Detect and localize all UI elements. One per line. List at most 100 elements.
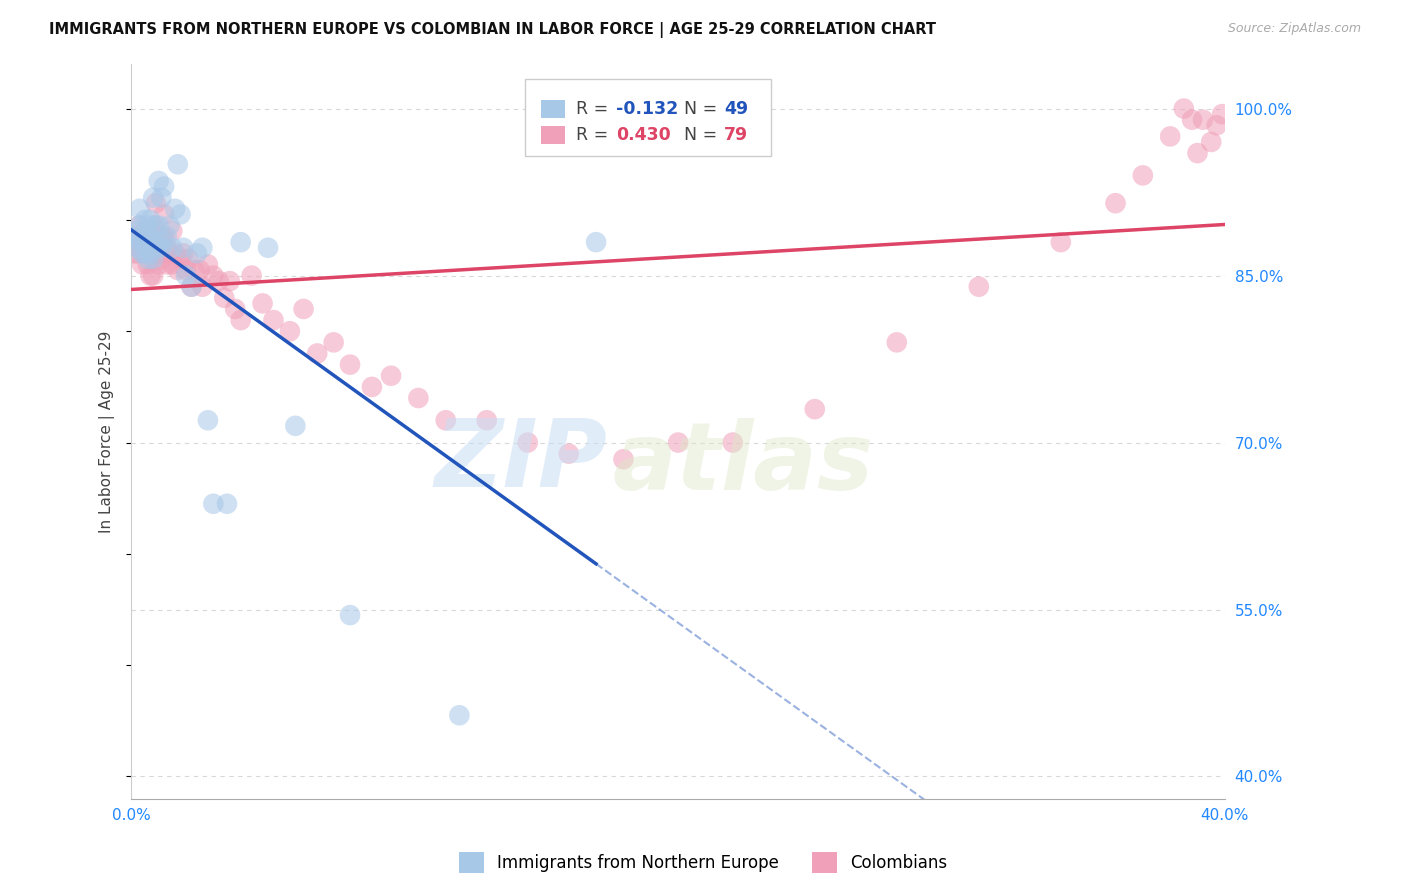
Text: R =: R = (576, 100, 614, 118)
Point (125, 229, 148, 244)
Point (128, 202, 150, 216)
Point (159, 246, 181, 260)
Point (148, 235, 170, 249)
Point (131, 235, 153, 249)
Point (169, 252, 191, 266)
Point (136, 257, 159, 271)
Point (380, 368, 402, 383)
Point (804, 402, 827, 417)
Point (148, 219, 170, 233)
Point (139, 213, 162, 227)
Point (1192, 112, 1215, 127)
Point (177, 252, 200, 266)
Point (188, 263, 211, 277)
Point (136, 219, 159, 233)
Point (122, 246, 145, 260)
Text: 49: 49 (724, 100, 748, 118)
Point (408, 391, 430, 405)
Point (180, 279, 202, 293)
Point (1199, 135, 1222, 149)
Point (153, 179, 176, 194)
Point (134, 213, 156, 227)
Point (134, 246, 156, 260)
Point (1211, 107, 1233, 121)
Point (197, 413, 219, 427)
Point (339, 608, 361, 623)
Point (284, 418, 307, 433)
Point (134, 224, 156, 238)
Point (142, 219, 165, 233)
Text: -0.132: -0.132 (616, 100, 678, 118)
Text: 79: 79 (724, 126, 748, 144)
Point (218, 274, 240, 288)
Text: N =: N = (683, 100, 723, 118)
Point (139, 268, 162, 283)
Text: Source: ZipAtlas.com: Source: ZipAtlas.com (1227, 22, 1361, 36)
Point (1181, 112, 1204, 127)
Point (186, 246, 208, 260)
Point (136, 252, 159, 266)
Point (166, 263, 188, 277)
Point (174, 268, 197, 283)
Text: 0.430: 0.430 (616, 126, 671, 144)
Point (145, 196, 167, 211)
Point (142, 246, 165, 260)
Point (148, 246, 170, 260)
Point (967, 279, 990, 293)
Point (292, 301, 315, 316)
Point (166, 157, 188, 171)
Point (1187, 146, 1209, 161)
Point (142, 235, 165, 249)
Point (134, 246, 156, 260)
Point (585, 235, 607, 249)
Point (162, 224, 184, 238)
Point (1050, 235, 1073, 249)
Point (153, 229, 176, 244)
Point (202, 268, 225, 283)
Point (153, 235, 176, 249)
Point (128, 235, 150, 249)
Point (202, 497, 225, 511)
Point (136, 241, 159, 255)
Point (150, 229, 173, 244)
Point (131, 241, 153, 255)
Text: IMMIGRANTS FROM NORTHERN EUROPE VS COLOMBIAN IN LABOR FORCE | AGE 25-29 CORRELAT: IMMIGRANTS FROM NORTHERN EUROPE VS COLOM… (49, 22, 936, 38)
Point (150, 241, 173, 255)
Text: N =: N = (683, 126, 723, 144)
Point (183, 263, 205, 277)
Point (886, 335, 908, 350)
Point (162, 257, 184, 271)
Point (131, 257, 153, 271)
Point (307, 346, 329, 360)
Point (1132, 169, 1154, 183)
Point (174, 263, 197, 277)
Point (180, 279, 202, 293)
Point (1159, 129, 1181, 144)
Point (191, 279, 214, 293)
Point (145, 224, 167, 238)
Point (666, 435, 689, 450)
Point (150, 191, 173, 205)
Point (148, 174, 170, 188)
Point (165, 246, 187, 260)
Point (721, 435, 744, 450)
Point (128, 219, 150, 233)
Point (612, 452, 634, 467)
Point (278, 324, 301, 338)
Point (136, 235, 159, 249)
Point (240, 268, 263, 283)
Point (122, 229, 145, 244)
Legend: Immigrants from Northern Europe, Colombians: Immigrants from Northern Europe, Colombi… (451, 846, 955, 880)
Point (125, 241, 148, 255)
Point (322, 335, 344, 350)
FancyBboxPatch shape (524, 78, 770, 156)
Point (229, 235, 252, 249)
Point (128, 219, 150, 233)
Point (150, 252, 173, 266)
Point (165, 202, 187, 216)
Point (172, 246, 194, 260)
Point (145, 219, 167, 233)
Point (224, 301, 246, 316)
Point (139, 246, 162, 260)
Point (257, 241, 280, 255)
